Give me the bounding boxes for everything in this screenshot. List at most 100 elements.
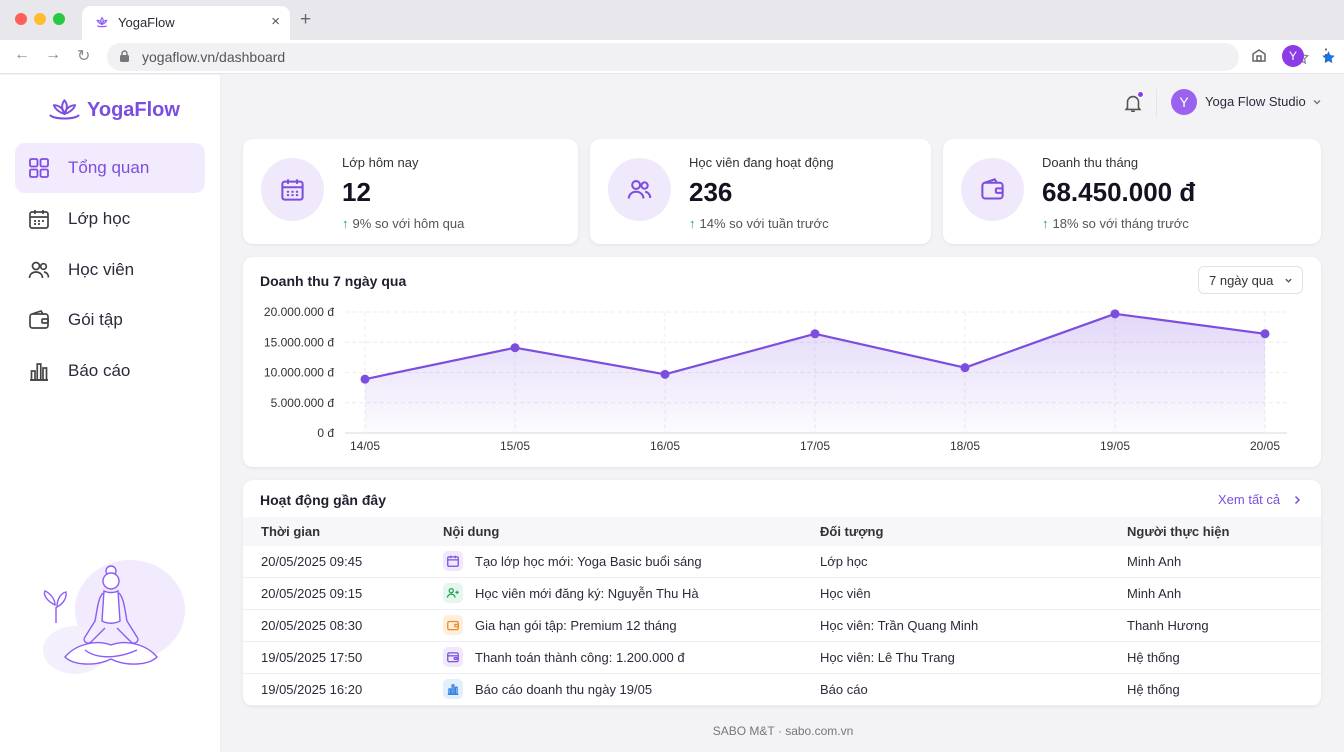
browser-toolbar: ← → ↻ yogaflow.vn/dashboard Y ⋮	[0, 40, 1344, 74]
recent-activity-card: Hoạt động gần đây Xem tất cả Thời gian N…	[243, 480, 1321, 706]
data-point	[960, 363, 970, 373]
y-tick-label: 20.000.000 đ	[264, 305, 334, 319]
browser-menu-icon[interactable]: ⋮	[1318, 47, 1334, 64]
table-row[interactable]: 20/05/2025 09:45 Tạo lớp học mới: Yoga Ba…	[243, 546, 1321, 578]
lotus-logo-icon	[49, 99, 80, 120]
column-header-target[interactable]: Đối tượng	[820, 524, 884, 539]
table-row[interactable]: 19/05/2025 17:50 Thanh toán thành công: 1…	[243, 642, 1321, 674]
extensions-icon[interactable]	[1251, 48, 1267, 64]
table-row[interactable]: 20/05/2025 08:30 Gia hạn gói tập: Premium…	[243, 610, 1321, 642]
sidebar-item-classes[interactable]: Lớp học	[15, 194, 205, 244]
address-bar[interactable]: yogaflow.vn/dashboard	[107, 43, 1335, 71]
stat-value: 12	[342, 177, 371, 207]
stat-label: Doanh thu tháng	[1042, 155, 1139, 170]
sidebar: YogaFlow Tổng quan Lớp học Học viên Gói …	[0, 75, 221, 752]
new-tab-button[interactable]: +	[300, 9, 312, 30]
stat-icon-circle	[608, 158, 671, 221]
sidebar-item-label: Tổng quan	[68, 158, 150, 177]
cell-content: Tạo lớp học mới: Yoga Basic buổi sáng	[475, 554, 702, 569]
chevron-down-icon[interactable]	[1312, 97, 1322, 107]
cell-time: 19/05/2025 16:20	[261, 682, 363, 697]
table-row[interactable]: 19/05/2025 16:20 Báo cáo doanh thu ngày 1…	[243, 674, 1321, 706]
trend-up-arrow-icon: ↑	[342, 216, 349, 231]
sidebar-item-label: Gói tập	[68, 310, 123, 329]
sidebar-item-packages[interactable]: Gói tập	[15, 295, 205, 345]
range-dropdown-label: 7 ngày qua	[1209, 273, 1274, 288]
stat-trend: ↑ 9% so với hôm qua	[342, 216, 464, 231]
x-tick-label: 19/05	[1100, 439, 1130, 453]
table-row[interactable]: 20/05/2025 09:15 Học viên mới đăng ký: Ng…	[243, 578, 1321, 610]
bell-icon[interactable]	[1122, 92, 1144, 114]
data-point	[810, 329, 820, 339]
range-dropdown[interactable]: 7 ngày qua	[1198, 266, 1303, 294]
y-tick-label: 10.000.000 đ	[264, 366, 334, 380]
lock-icon	[120, 50, 129, 62]
cell-target: Lớp học	[820, 554, 868, 569]
browser-tab[interactable]: YogaFlow ×	[82, 6, 290, 40]
user-name[interactable]: Yoga Flow Studio	[1205, 94, 1306, 109]
cell-target: Học viên: Lê Thu Trang	[820, 650, 955, 665]
wallet-icon	[29, 309, 49, 329]
table-header: Thời gian Nội dung Đối tượng Người thực …	[243, 517, 1321, 546]
tab-close-icon[interactable]: ×	[271, 13, 280, 30]
cell-actor: Thanh Hương	[1127, 618, 1209, 633]
wallet-icon	[443, 615, 463, 635]
column-header-content[interactable]: Nội dung	[443, 524, 500, 539]
cell-content: Thanh toán thành công: 1.200.000 đ	[475, 650, 685, 665]
stat-label: Lớp hôm nay	[342, 155, 419, 170]
data-point	[660, 369, 670, 379]
wallet-icon	[981, 178, 1004, 200]
stat-card-active-students: Học viên đang hoạt động 236 ↑ 14% so với …	[590, 139, 931, 244]
chart-title: Doanh thu 7 ngày qua	[260, 273, 407, 289]
data-point	[1110, 309, 1120, 319]
revenue-chart: 0 đ 5.000.000 đ 10.000.000 đ 15.000.000 đ 20…	[264, 305, 1287, 453]
cell-content: Học viên mới đăng ký: Nguyễn Thu Hà	[475, 586, 699, 601]
column-header-time[interactable]: Thời gian	[261, 524, 321, 539]
sidebar-item-label: Lớp học	[68, 209, 131, 228]
reload-icon[interactable]: ↻	[77, 48, 91, 65]
notification-badge	[1137, 91, 1144, 98]
footer-text: SABO M&T · sabo.com.vn	[712, 724, 854, 738]
minimize-window-button[interactable]	[34, 13, 46, 25]
avatar[interactable]: Y	[1171, 89, 1197, 115]
cell-time: 20/05/2025 09:15	[261, 586, 363, 601]
user-plus-icon	[443, 583, 463, 603]
cell-target: Học viên	[820, 586, 871, 601]
sidebar-item-overview[interactable]: Tổng quan	[15, 143, 205, 193]
x-tick-label: 20/05	[1250, 439, 1280, 453]
stat-trend: ↑ 14% so với tuần trước	[689, 216, 829, 231]
revenue-area	[365, 313, 1265, 433]
browser-tab-bar: YogaFlow × +	[0, 0, 1344, 40]
bookmark-star-icon[interactable]	[1320, 49, 1337, 66]
sidebar-item-reports[interactable]: Báo cáo	[15, 346, 205, 396]
column-header-actor[interactable]: Người thực hiện	[1127, 524, 1230, 539]
stat-label: Học viên đang hoạt động	[689, 155, 834, 170]
x-tick-label: 17/05	[800, 439, 830, 453]
activity-title: Hoạt động gần đây	[260, 492, 386, 508]
data-point	[1260, 329, 1270, 339]
url-text: yogaflow.vn/dashboard	[142, 49, 286, 65]
calendar-icon	[281, 179, 304, 201]
close-window-button[interactable]	[15, 13, 27, 25]
back-arrow-icon[interactable]: ←	[14, 46, 30, 63]
stat-icon-circle	[261, 158, 324, 221]
users-icon	[627, 180, 652, 199]
cell-actor: Minh Anh	[1127, 554, 1182, 569]
chevron-right-icon[interactable]	[1293, 495, 1301, 505]
browser-profile-avatar[interactable]: Y	[1282, 45, 1304, 67]
revenue-chart-card: 0 đ 5.000.000 đ 10.000.000 đ 15.000.000 đ 20…	[243, 257, 1321, 467]
view-all-link[interactable]: Xem tất cả	[1218, 492, 1281, 507]
data-point	[360, 374, 370, 384]
stat-icon-circle	[961, 158, 1024, 221]
forward-arrow-icon[interactable]: →	[45, 46, 61, 63]
stat-trend-text: 18% so với tháng trước	[1052, 216, 1189, 231]
calendar-icon	[29, 210, 49, 229]
main-header: Y Yoga Flow Studio	[222, 75, 1344, 131]
stat-trend-text: 9% so với hôm qua	[352, 216, 465, 231]
meditation-illustration	[43, 560, 185, 674]
trend-up-arrow-icon: ↑	[1042, 216, 1049, 231]
stat-value: 68.450.000 đ	[1042, 177, 1196, 207]
maximize-window-button[interactable]	[53, 13, 65, 25]
sidebar-item-students[interactable]: Học viên	[15, 245, 205, 295]
header-divider	[1156, 89, 1157, 117]
